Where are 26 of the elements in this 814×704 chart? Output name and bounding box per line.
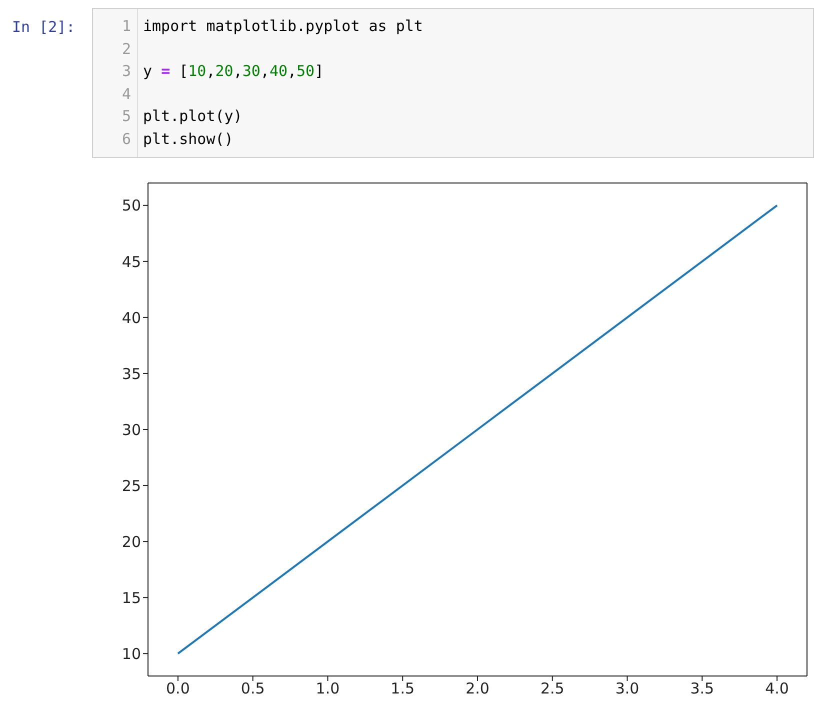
y-tick-label: 15: [122, 588, 141, 607]
y-tick-label: 45: [122, 252, 141, 271]
y-tick-label: 20: [122, 532, 141, 551]
x-tick-label: 0.5: [240, 680, 265, 698]
x-tick-label: 1.0: [316, 680, 340, 698]
y-tick-label: 10: [122, 644, 141, 663]
y-tick-label: 50: [122, 196, 141, 215]
x-tick-label: 3.5: [690, 680, 714, 698]
x-tick-label: 2.5: [540, 680, 564, 698]
text: In [2]:: [12, 18, 76, 36]
y-tick-label: 25: [122, 476, 141, 495]
text: 1 import matplotlib.pyplot as plt: [120, 17, 423, 37]
y-tick-label: 30: [122, 420, 141, 439]
text: 6 plt.show(): [120, 130, 234, 150]
line-series: [176, 204, 778, 655]
x-tick-label: 0.0: [166, 680, 190, 698]
text: 2: [120, 40, 132, 60]
x-tick-label: 4.0: [765, 680, 789, 698]
text: 5 plt.plot(y): [120, 107, 242, 127]
x-tick-label: 2.0: [466, 680, 490, 698]
y-tick-label: 35: [122, 364, 141, 383]
y-tick-label: 40: [122, 308, 141, 327]
x-tick-label: 1.5: [390, 680, 415, 698]
text: 3 y = [10,20,30,40,50]: [122, 62, 324, 80]
x-tick-label: 3.0: [615, 680, 640, 698]
text: 4: [120, 84, 132, 104]
